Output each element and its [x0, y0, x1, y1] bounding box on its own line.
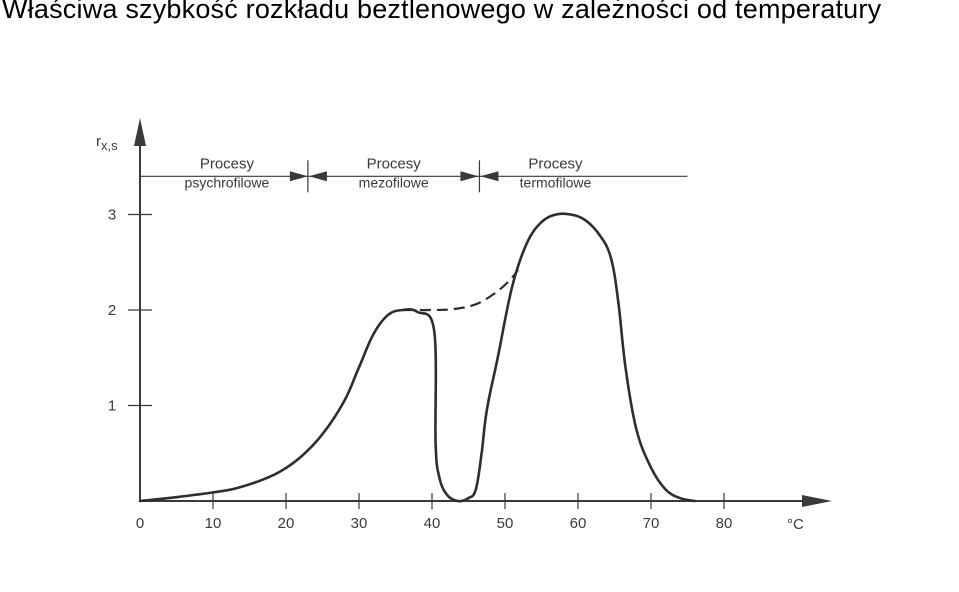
x-tick-label: 70	[643, 515, 660, 532]
x-tick-label: 50	[497, 515, 514, 532]
axes: rx,s °C	[96, 118, 832, 533]
x-tick-label: 20	[278, 515, 295, 532]
range-title: Procesy	[200, 155, 255, 172]
series-line-dashed	[402, 269, 519, 312]
y-axis-label: rx,s	[96, 133, 118, 153]
range-arrow	[289, 171, 308, 182]
y-tick-label: 3	[108, 207, 116, 224]
y-tick-label: 1	[108, 398, 116, 415]
process-ranges: Procesy psychrofilowe Procesy mezofilowe Pro…	[140, 155, 688, 193]
x-axis-label: °C	[787, 516, 804, 533]
y-axis-arrow	[134, 118, 146, 146]
range-title: Procesy	[367, 155, 422, 172]
range-arrow	[480, 171, 499, 182]
x-axis-arrow	[802, 495, 832, 507]
range-name: termofilowe	[520, 174, 592, 190]
series	[138, 212, 697, 503]
ticks: 0 10 20 30 40 50 60 70 80 1 2 3	[108, 207, 733, 533]
range-name: mezofilowe	[359, 174, 429, 190]
range-name: psychrofilowe	[185, 174, 270, 190]
x-tick-label: 30	[351, 515, 368, 532]
x-tick-label: 10	[205, 515, 222, 532]
range-title: Procesy	[528, 155, 583, 172]
x-tick-label: 40	[424, 515, 441, 532]
x-tick-label: 80	[716, 515, 733, 532]
x-tick-label: 60	[570, 515, 587, 532]
range-arrow	[460, 171, 479, 182]
series-line-solid	[138, 212, 697, 503]
x-tick-label: 0	[136, 515, 144, 532]
y-tick-label: 2	[108, 302, 116, 319]
range-arrow	[308, 171, 327, 182]
slide-title: Właściwa szybkość rozkładu beztlenowego …	[2, 0, 882, 24]
